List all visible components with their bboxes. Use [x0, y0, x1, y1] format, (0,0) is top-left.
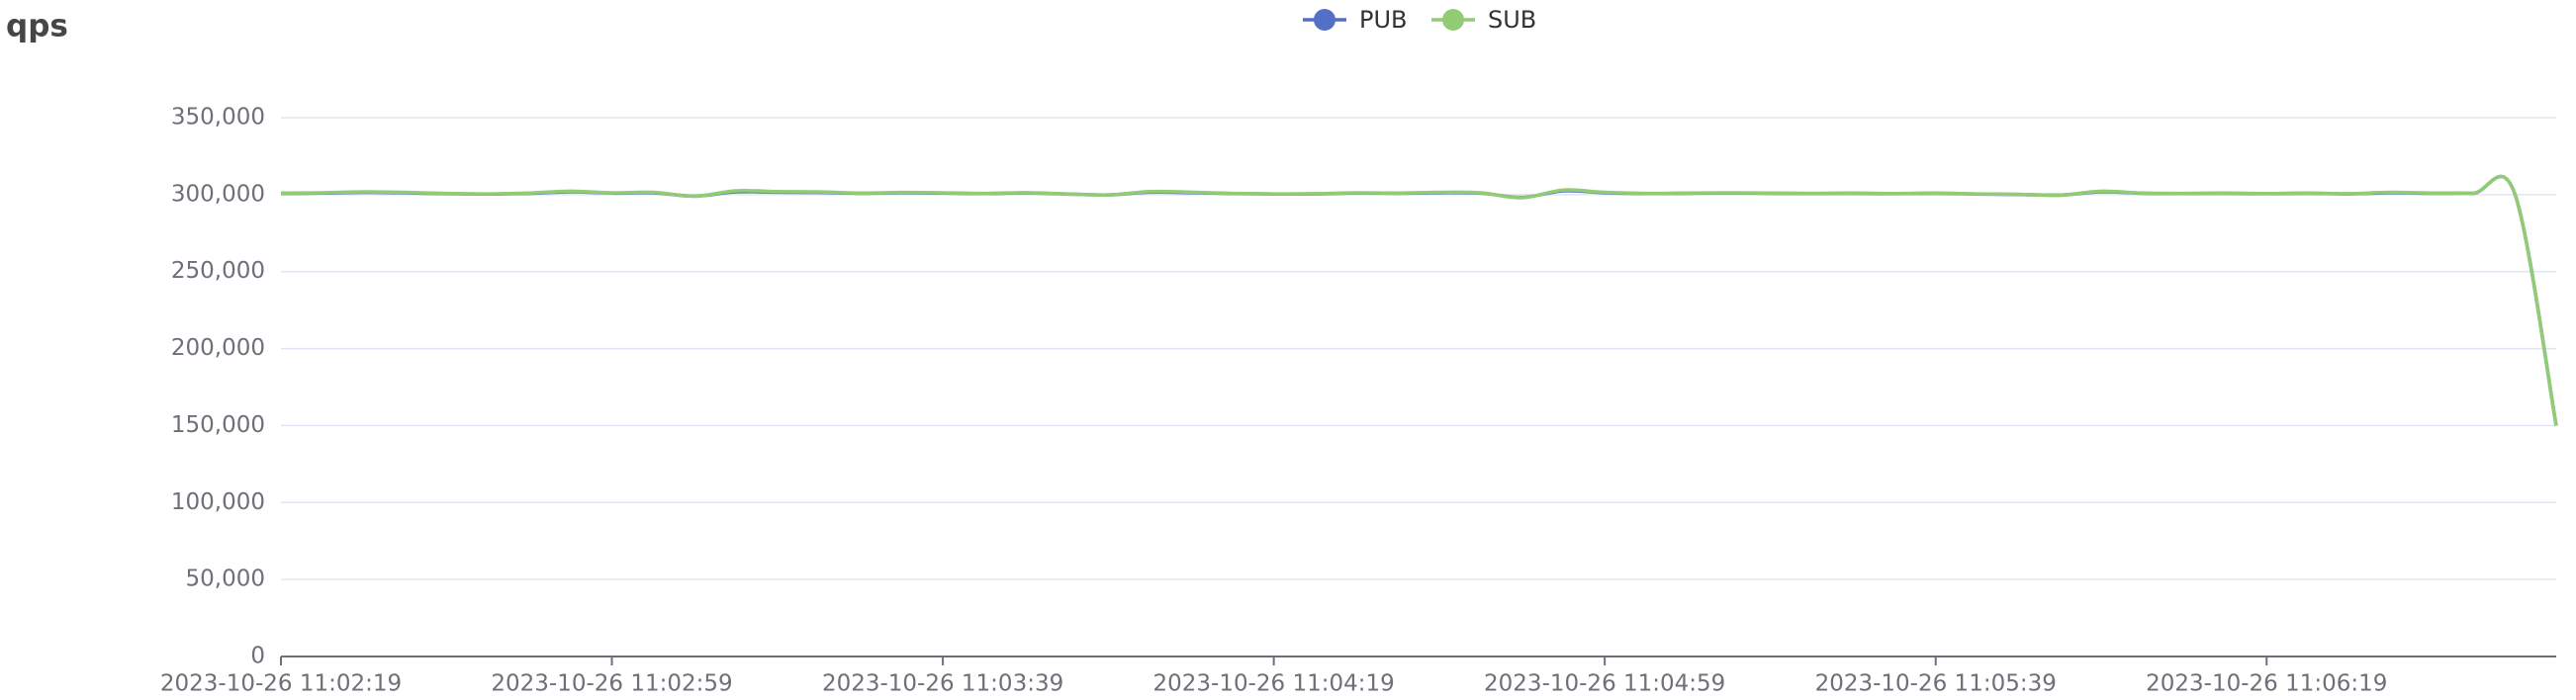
series-line [280, 174, 2558, 426]
x-tick-label: 2023-10-26 11:02:19 [160, 671, 402, 697]
y-tick-label: 200,000 [171, 335, 265, 361]
legend-icon [1314, 9, 1335, 31]
x-tick-label: 2023-10-26 11:03:39 [822, 671, 1063, 697]
chart-title: qps [6, 9, 68, 44]
y-tick-label: 100,000 [171, 489, 265, 515]
y-tick-label: 50,000 [186, 567, 265, 592]
x-tick-label: 2023-10-26 11:06:19 [2146, 671, 2387, 697]
y-tick-label: 0 [250, 644, 265, 669]
series-line [280, 174, 2558, 426]
y-tick-label: 350,000 [171, 105, 265, 131]
legend-icon [1442, 9, 1464, 31]
legend-label: SUB [1488, 6, 1536, 34]
x-tick-label: 2023-10-26 11:02:59 [491, 671, 732, 697]
y-tick-label: 250,000 [171, 258, 265, 284]
x-tick-label: 2023-10-26 11:04:59 [1484, 671, 1725, 697]
x-tick-label: 2023-10-26 11:05:39 [1815, 671, 2057, 697]
y-tick-label: 150,000 [171, 412, 265, 438]
y-tick-label: 300,000 [171, 181, 265, 207]
x-tick-label: 2023-10-26 11:04:19 [1152, 671, 1394, 697]
legend-label: PUB [1359, 6, 1408, 34]
